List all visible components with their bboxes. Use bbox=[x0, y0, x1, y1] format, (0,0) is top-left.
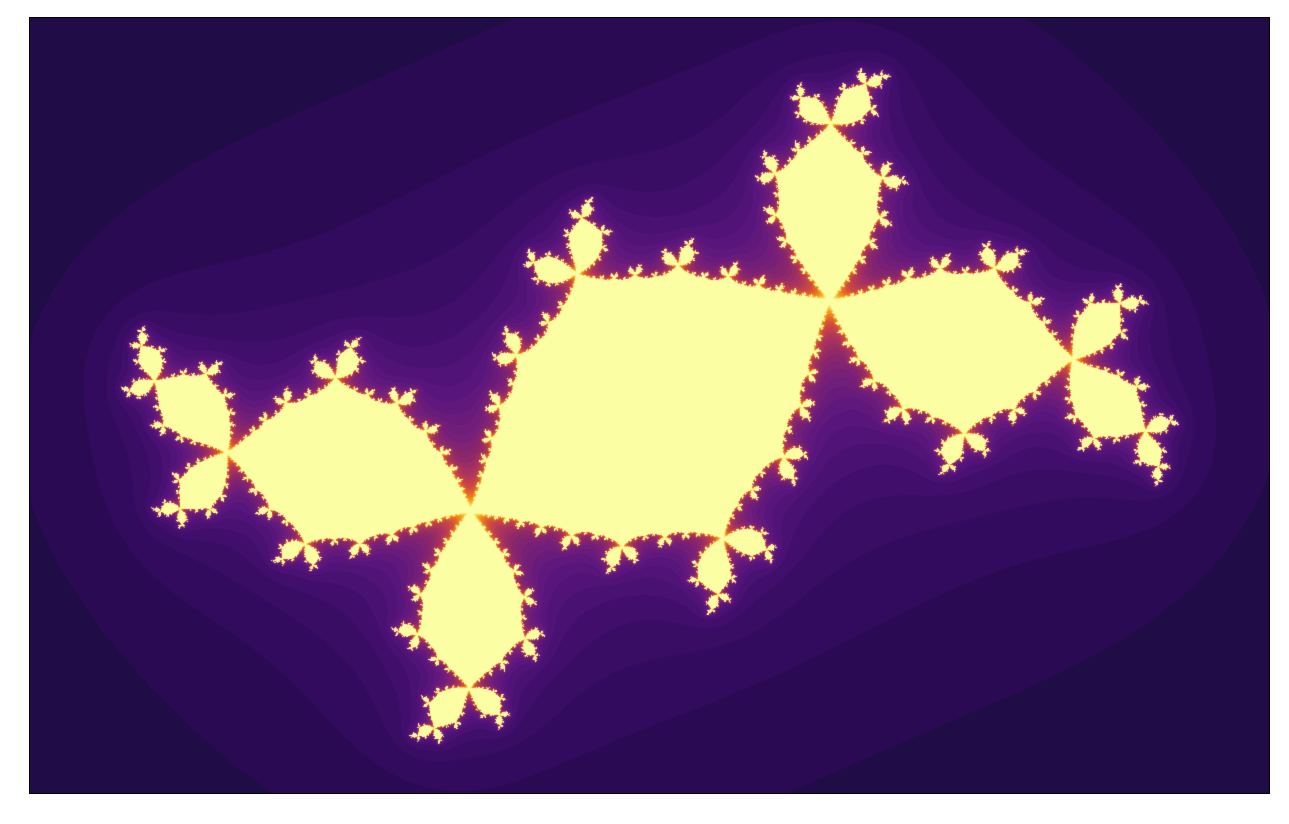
fractal-frame bbox=[29, 17, 1270, 794]
julia-fractal-image bbox=[30, 18, 1269, 793]
